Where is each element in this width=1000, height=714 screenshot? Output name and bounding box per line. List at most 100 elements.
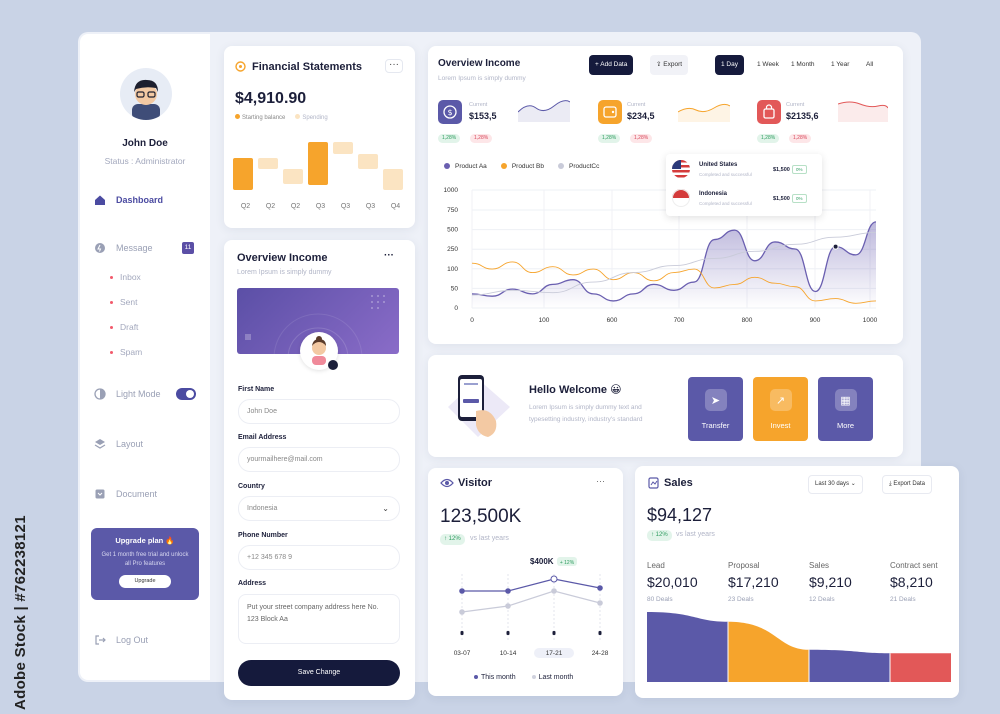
export-button[interactable]: ⇪ Export	[650, 55, 689, 75]
visitor-legend: This month Last month	[474, 674, 573, 681]
visitor-xtick: 10-14	[500, 650, 517, 657]
user-status: Status : Administrator	[104, 156, 186, 166]
income-title: Overview Income	[438, 58, 521, 69]
visitor-tick-mark	[460, 631, 464, 635]
income-legend-label: Product Bb	[511, 163, 544, 170]
country-tooltip: United States Completed and successful $…	[666, 154, 822, 216]
quarter-label: Q3	[340, 203, 351, 210]
welcome-card: Hello Welcome 😀 Lorem Ipsum is simply du…	[428, 355, 903, 457]
range-1day[interactable]: 1 Day	[715, 55, 744, 75]
visitor-point	[597, 600, 603, 606]
add-data-button[interactable]: + Add Data	[589, 55, 634, 75]
form-more-button[interactable]: ···	[384, 250, 394, 261]
range-1year[interactable]: 1 Year	[831, 61, 850, 68]
light-mode-toggle[interactable]	[176, 388, 196, 400]
fin-bar-4	[308, 142, 328, 185]
stat-sparkline	[838, 101, 888, 122]
phone-illustration	[448, 375, 510, 437]
more-button[interactable]: ▦ More	[818, 377, 873, 441]
visitor-xtick: 17-21	[546, 650, 563, 657]
legend-this-month: This month	[474, 674, 516, 681]
legend-spending-label: Spending	[302, 115, 328, 121]
sales-stat-label: Contract sent	[890, 561, 938, 570]
visitor-value: 123,500K	[440, 506, 522, 527]
stat-label: Current	[469, 102, 488, 108]
visitor-xtick: 24-28	[592, 650, 609, 657]
tooltip-desc: Completed and successful	[699, 172, 752, 177]
transfer-button[interactable]: ➤ Transfer	[688, 377, 743, 441]
export-icon: ⇪	[656, 61, 664, 68]
visitor-tick-mark	[506, 631, 510, 635]
bag-icon	[757, 100, 781, 124]
range-1month[interactable]: 1 Month	[791, 61, 815, 68]
fin-bar-6	[358, 154, 378, 169]
range-1week[interactable]: 1 Week	[757, 61, 779, 68]
visitor-annotation-value: $400K	[530, 557, 554, 566]
sales-funnel-chart	[647, 612, 951, 682]
legend-starting: Starting balance	[235, 114, 285, 121]
nav-layout-label: Layout	[116, 439, 144, 449]
export-data-label: Export Data	[893, 481, 926, 487]
layers-icon	[94, 439, 106, 449]
date-filter-select[interactable]: Last 30 days ⌄	[808, 475, 863, 494]
upgrade-button[interactable]: Upgrade	[119, 575, 171, 588]
profile-avatar[interactable]	[300, 332, 338, 370]
svg-text:$: $	[447, 108, 452, 117]
nav-dashboard-label: Dashboard	[116, 195, 164, 205]
invest-button[interactable]: ↗ Invest	[753, 377, 808, 441]
address-label: Address	[238, 580, 267, 587]
profile-form-card: Overview Income ··· Lorem Ipsum is simpl…	[224, 240, 415, 700]
nav-draft[interactable]: Draft	[109, 322, 139, 332]
avatar[interactable]	[120, 68, 172, 120]
visitor-point	[459, 609, 465, 615]
visitor-more-button[interactable]: ···	[596, 476, 605, 486]
nav-dashboard[interactable]: Dashboard	[94, 194, 163, 206]
nav-layout[interactable]: Layout	[94, 438, 143, 450]
nav-document[interactable]: Document	[94, 488, 157, 500]
income-xtick: 1000	[863, 317, 878, 324]
fin-bar-7	[383, 169, 403, 190]
message-badge: 11	[182, 242, 194, 254]
sales-change: ↑ 12%	[647, 530, 672, 541]
income-ytick: 250	[447, 246, 458, 253]
stat-sparkline	[678, 103, 730, 122]
stat-value: $153,5	[469, 111, 497, 121]
financial-more-button[interactable]: ···	[385, 59, 403, 73]
welcome-desc: Lorem Ipsum is simply dummy text and typ…	[529, 404, 643, 423]
income-xtick: 800	[742, 317, 753, 324]
visitor-point	[597, 585, 603, 591]
legend-last-month: Last month	[531, 674, 573, 681]
country-value: Indonesia	[247, 505, 278, 512]
date-filter-value: Last 30 days	[815, 481, 850, 487]
upgrade-title: Upgrade plan 🔥	[115, 536, 175, 545]
form-title: Overview Income	[237, 252, 328, 264]
nav-message[interactable]: Message	[94, 242, 153, 254]
income-xtick: 100	[539, 317, 550, 324]
sales-stat-deals: 23 Deals	[728, 596, 754, 603]
tooltip-value: $1,500	[773, 167, 790, 173]
nav-sent[interactable]: Sent	[110, 297, 138, 307]
address-textarea[interactable]: Put your street company address here No.…	[238, 594, 400, 644]
first-name-input[interactable]: John Doe	[238, 399, 400, 424]
save-change-button[interactable]: Save Change	[238, 660, 400, 686]
range-all[interactable]: All	[866, 61, 874, 68]
stat-up-pill: 1,28%	[438, 134, 461, 143]
tooltip-country: Indonesia	[699, 191, 728, 197]
nav-inbox[interactable]: Inbox	[110, 272, 141, 282]
sidebar: John Doe Status : Administrator Dashboar…	[80, 34, 210, 680]
quarter-labels: Q2 Q2 Q2 Q3 Q3 Q3 Q4	[233, 203, 413, 210]
nav-spam[interactable]: Spam	[109, 347, 143, 357]
income-ytick: 500	[447, 227, 458, 234]
export-label: Export	[663, 61, 683, 68]
financial-bar-chart	[233, 142, 403, 190]
sales-stat-label: Proposal	[728, 561, 760, 570]
edit-avatar-icon[interactable]	[328, 360, 338, 370]
phone-input[interactable]: +12 345 678 9	[238, 545, 400, 570]
export-data-button[interactable]: ⤓ Export Data	[882, 475, 933, 494]
country-select[interactable]: Indonesia ⌄	[238, 496, 400, 521]
tooltip-country: United States	[699, 162, 738, 168]
stat-down-pill: 1,28%	[470, 134, 493, 143]
overview-income-card: Overview Income Lorem Ipsum is simply du…	[428, 46, 903, 344]
nav-logout[interactable]: Log Out	[94, 634, 148, 646]
email-input[interactable]: yourmailhere@mail.com	[238, 447, 400, 472]
